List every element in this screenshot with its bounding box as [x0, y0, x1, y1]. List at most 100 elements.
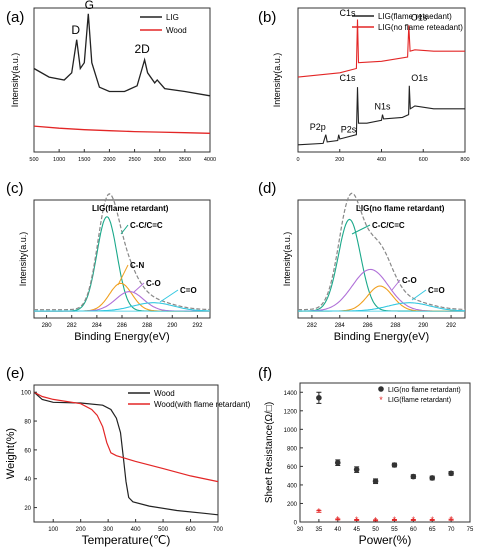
legend-e-0-label: Wood [154, 389, 175, 398]
x-tick-label-d-5: 292 [446, 323, 457, 329]
x-tick-label-d-1: 284 [335, 323, 346, 329]
chart-layer: 500 1000 1500 2000 2500 3000 3500 4000Intensity… [5, 0, 474, 547]
data-point-f-1-6: * [430, 515, 434, 525]
panel-tag-b: (b) [258, 9, 276, 26]
x-axis-label-d: Binding Energy(eV) [334, 331, 429, 343]
annotation-a-G: G [85, 0, 94, 12]
annotation-d-2: C=O [428, 286, 445, 295]
x-tick-label-f-1: 35 [316, 527, 323, 533]
x-tick-label-d-3: 288 [390, 323, 401, 329]
chart-title-c: LIG(flame retardant) [92, 204, 169, 213]
annotation-b-n1s: N1s [375, 102, 392, 112]
legend-f-0-label: LIG(no flame retardant) [388, 387, 461, 394]
x-tick-label-e-1: 200 [76, 527, 87, 533]
x-tick-label-b-3: 600 [419, 157, 428, 163]
data-point-f-0-2 [353, 466, 360, 473]
data-point-f-1-7: * [449, 515, 453, 525]
y-tick-label-f-3: 600 [287, 465, 298, 471]
plot-frame-e [33, 384, 219, 523]
x-tick-label-c-0: 280 [42, 323, 53, 329]
panel-tag-f: (f) [258, 365, 272, 382]
x-tick-label-c-6: 292 [192, 323, 203, 329]
legend-b-1-label: LIG(no flame reteadant) [378, 23, 463, 32]
data-point-f-1-1: * [336, 514, 340, 524]
x-tick-label-a-0: 500 [29, 157, 38, 163]
y-axis-label-a: Intensity(a.u.) [10, 53, 20, 108]
panel-tag-a: (a) [6, 9, 24, 26]
legend-e-1-label: Wood(with flame retardant) [154, 400, 251, 409]
annotation-b-o1s-bottom: O1s [411, 73, 428, 83]
x-tick-label-a-7: 4000 [204, 157, 216, 163]
y-tick-label-f-5: 1000 [284, 428, 298, 434]
annotation-b-o1s-top: O1s [411, 12, 428, 22]
x-tick-label-f-6: 60 [410, 527, 417, 533]
y-tick-label-f-4: 800 [287, 446, 298, 452]
data-point-f-0-1 [334, 459, 341, 466]
annotation-d-1: C-O [402, 276, 417, 285]
x-tick-label-d-0: 282 [307, 323, 318, 329]
x-axis-label-c: Binding Energy(eV) [74, 331, 169, 343]
x-tick-label-a-4: 2500 [128, 157, 140, 163]
annotation-a-2D: 2D [134, 42, 150, 56]
x-tick-label-e-4: 500 [158, 527, 169, 533]
series-line-e-0 [33, 391, 219, 516]
x-tick-label-b-0: 0 [296, 157, 299, 163]
y-tick-label-e-0: 20 [24, 506, 31, 512]
annotation-b-p2s: P2s [341, 125, 357, 135]
y-axis-label-d: Intensity(a.u.) [282, 232, 292, 287]
y-axis-label-e: Weight(%) [5, 428, 17, 479]
y-tick-label-e-4: 100 [21, 391, 32, 397]
series-line-a-1 [33, 125, 211, 134]
legend-a-1-label: Wood [166, 26, 187, 35]
annotation-arrow-c-2 [133, 282, 145, 293]
legend-f-1-label: LIG(flame retardant) [388, 397, 451, 404]
plot-frame-a [33, 7, 211, 153]
x-tick-label-a-6: 3500 [179, 157, 191, 163]
annotation-b-p2p: P2p [310, 122, 326, 132]
panel-tag-e: (e) [6, 365, 24, 382]
data-point-f-0-7 [448, 470, 454, 477]
x-tick-label-c-3: 286 [117, 323, 128, 329]
x-axis-label-e: Temperature(℃) [82, 533, 171, 547]
series-line-e-1 [33, 391, 219, 483]
series-line-a-0 [33, 13, 211, 97]
annotation-c-3: C=O [180, 286, 197, 295]
plot-frame-d [297, 199, 466, 319]
x-tick-label-f-7: 65 [429, 527, 436, 533]
annotation-arrow-d-0 [351, 224, 371, 235]
x-tick-label-f-3: 45 [353, 527, 360, 533]
data-point-f-1-4: * [393, 515, 397, 525]
x-tick-label-a-3: 2000 [103, 157, 115, 163]
series-line-b-0 [297, 85, 465, 146]
x-tick-label-c-1: 282 [67, 323, 78, 329]
data-point-f-0-3 [372, 478, 379, 485]
annotation-d-0: C-C/C=C [372, 221, 405, 230]
y-tick-label-f-2: 400 [287, 483, 298, 489]
y-tick-label-e-3: 80 [24, 420, 31, 426]
x-tick-label-d-4: 290 [418, 323, 429, 329]
data-point-f-0-4 [391, 462, 398, 468]
x-tick-label-e-6: 700 [213, 527, 224, 533]
x-tick-label-a-1: 1000 [53, 157, 65, 163]
y-axis-label-f: Sheet Resistance(Ω/□) [264, 402, 275, 503]
x-tick-label-e-2: 300 [103, 527, 114, 533]
x-tick-label-a-2: 1500 [78, 157, 90, 163]
panel-tag-c: (c) [6, 180, 24, 197]
y-tick-label-f-1: 200 [287, 502, 298, 508]
annotation-c-1: C-N [130, 261, 144, 270]
plot-frame-f [299, 382, 471, 523]
annotation-c-2: C-O [146, 279, 161, 288]
chart-title-d: LIG(no flame retardant) [356, 204, 445, 213]
x-tick-label-c-4: 288 [142, 323, 153, 329]
x-tick-label-c-2: 284 [92, 323, 103, 329]
annotation-b-c1s-bottom: C1s [339, 73, 356, 83]
x-tick-label-e-5: 600 [186, 527, 197, 533]
annotation-c-0: C-C/C=C [130, 221, 163, 230]
y-axis-label-c: Intensity(a.u.) [18, 232, 28, 287]
legend-b-0-label: LIG(flame retaedant) [378, 12, 452, 21]
legend-f-0-swatch [378, 386, 384, 392]
plot-frame-c [33, 199, 211, 319]
panel-tag-d: (d) [258, 180, 276, 197]
x-tick-label-f-5: 55 [391, 527, 398, 533]
